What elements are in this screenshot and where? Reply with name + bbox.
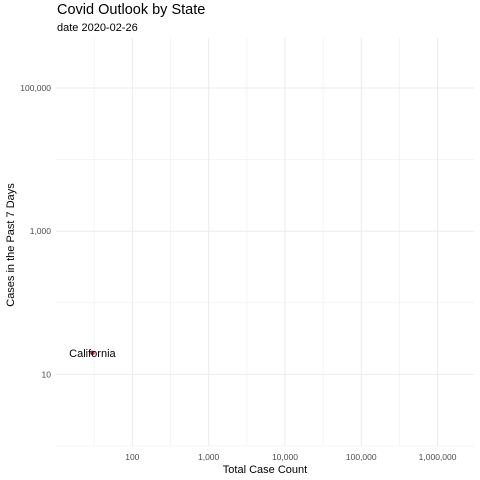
x-tick-label-2: 10,000 [272,452,298,462]
y-tick-label-1: 1,000 [30,226,52,236]
x-tick-label-0: 100 [125,452,139,462]
x-tick-label-1: 1,000 [198,452,220,462]
y-tick-label-0: 10 [42,369,52,379]
chart-subtitle: date 2020-02-26 [57,22,138,34]
y-tick-label-2: 100,000 [20,83,51,93]
x-tick-label-3: 100,000 [346,452,377,462]
data-points: California [69,348,116,360]
x-tick-labels: 100 1,000 10,000 100,000 1,000,000 [125,452,457,462]
x-axis-title: Total Case Count [223,464,307,476]
chart-title: Covid Outlook by State [57,2,206,18]
x-tick-label-4: 1,000,000 [419,452,457,462]
grid-lines [56,38,474,447]
y-axis-title: Cases in the Past 7 Days [5,183,17,307]
point-label-0: California [69,348,116,360]
data-point-0 [90,350,95,356]
y-tick-labels: 10 1,000 100,000 [20,83,51,379]
